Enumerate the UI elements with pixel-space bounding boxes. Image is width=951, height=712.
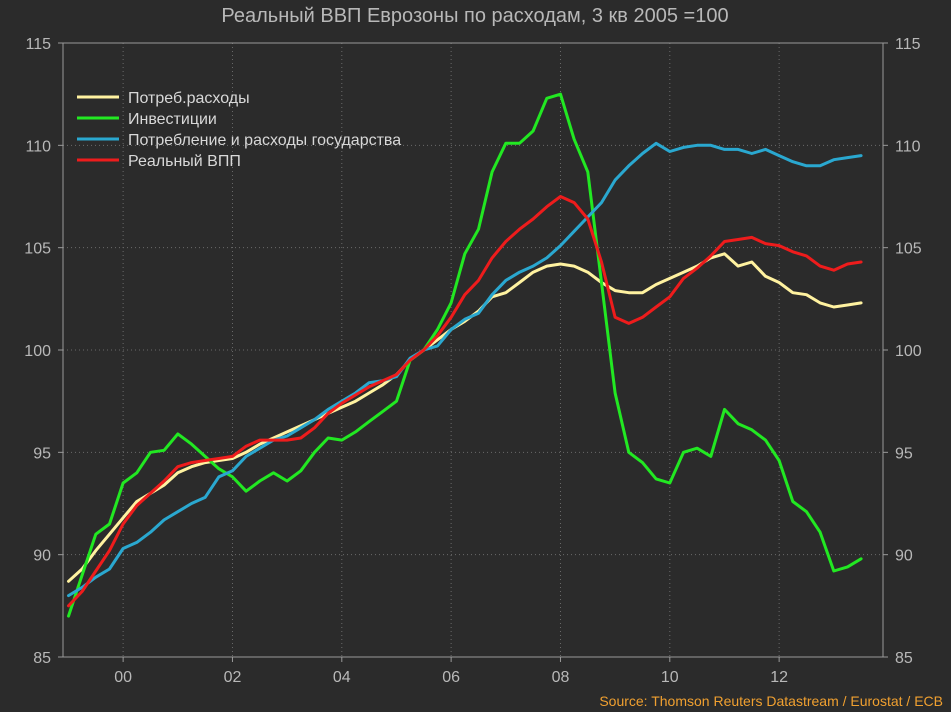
x-tick-label-06: 06 (442, 669, 460, 686)
legend-label-3: Реальный ВПП (128, 153, 241, 170)
series-line-2 (69, 143, 862, 595)
x-tick-label-04: 04 (333, 669, 351, 686)
y-tick-label-right-105: 105 (895, 241, 922, 258)
x-tick-label-10: 10 (661, 669, 679, 686)
x-tick-label-12: 12 (770, 669, 788, 686)
y-tick-label-right-100: 100 (895, 343, 922, 360)
y-tick-label-left-105: 105 (24, 241, 51, 258)
y-tick-label-right-110: 110 (895, 138, 921, 155)
x-tick-label-08: 08 (552, 669, 570, 686)
y-tick-label-left-85: 85 (33, 650, 51, 667)
y-tick-label-right-95: 95 (895, 445, 913, 462)
chart-root: 85 85 90 90 95 95 100 100 105 105 110 110 115 115 00 02… (0, 0, 951, 712)
chart-title: Реальный ВВП Еврозоны по расходам, 3 кв … (221, 5, 728, 27)
legend-label-1: Инвестиции (128, 111, 217, 128)
y-tick-label-right-115: 115 (895, 36, 921, 53)
chart-canvas: 85 85 90 90 95 95 100 100 105 105 110 110 115 115 00 02… (0, 0, 951, 712)
y-tick-label-left-110: 110 (25, 138, 51, 155)
x-tick-label-00: 00 (114, 669, 132, 686)
legend-label-2: Потребление и расходы государства (128, 132, 401, 149)
series-line-0 (69, 254, 862, 582)
y-tick-label-left-90: 90 (33, 548, 51, 565)
legend-label-0: Потреб.расходы (128, 90, 250, 107)
y-tick-label-left-115: 115 (25, 36, 51, 53)
y-tick-label-left-100: 100 (24, 343, 51, 360)
x-tick-label-02: 02 (224, 669, 242, 686)
y-tick-label-left-95: 95 (33, 445, 51, 462)
y-tick-label-right-85: 85 (895, 650, 913, 667)
series-lines (69, 94, 862, 616)
source-note: Source: Thomson Reuters Datastream / Eur… (599, 693, 943, 709)
y-tick-label-right-90: 90 (895, 548, 913, 565)
series-line-1 (69, 94, 862, 616)
legend: Потреб.расходы Инвестиции Потребление и ра… (77, 90, 401, 170)
